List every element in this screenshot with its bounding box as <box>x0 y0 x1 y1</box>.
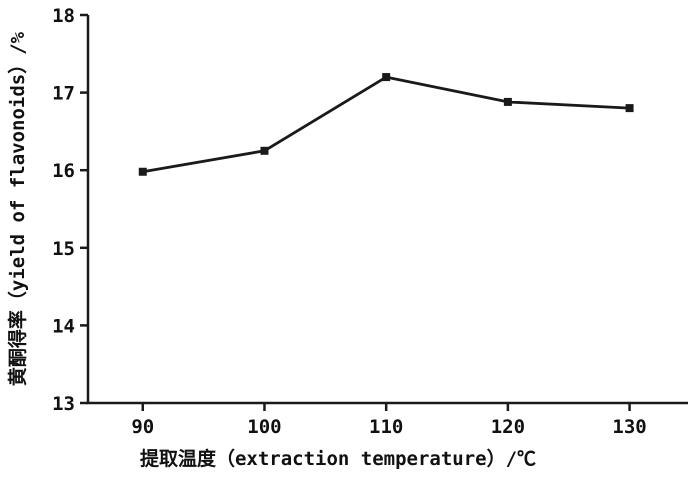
y-tick-label: 14 <box>52 315 75 337</box>
y-tick-label: 18 <box>52 5 75 27</box>
y-tick-label: 16 <box>52 160 75 182</box>
data-point <box>260 146 269 155</box>
data-point <box>625 104 634 113</box>
x-axis-title: 提取温度（extraction temperature）/℃ <box>140 447 536 470</box>
y-tick-label: 17 <box>52 83 75 105</box>
data-point <box>382 73 391 82</box>
x-tick-label: 100 <box>247 416 281 438</box>
y-tick-label: 15 <box>52 238 75 260</box>
x-tick-label: 130 <box>612 416 646 438</box>
y-axis-title: 黄酮得率（yield of flavonoids）/% <box>6 31 29 386</box>
x-tick-label: 90 <box>131 416 154 438</box>
data-line <box>142 75 630 174</box>
x-tick-label: 120 <box>491 416 525 438</box>
data-point <box>138 167 147 176</box>
x-tick-label: 110 <box>369 416 403 438</box>
y-tick-label: 13 <box>52 393 75 415</box>
data-point <box>503 97 512 106</box>
